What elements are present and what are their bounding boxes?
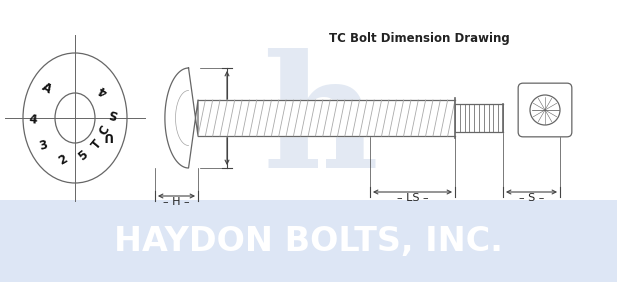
Text: – LS –: – LS –	[397, 193, 428, 203]
Text: 5: 5	[76, 148, 90, 164]
Text: 2: 2	[56, 152, 70, 168]
Text: TC Bolt Dimension Drawing: TC Bolt Dimension Drawing	[329, 32, 510, 45]
Text: h: h	[262, 48, 378, 202]
Text: 4: 4	[96, 82, 110, 98]
Polygon shape	[198, 100, 455, 136]
Text: 3: 3	[38, 139, 49, 153]
Text: – S –: – S –	[519, 193, 544, 203]
Text: HAYDON BOLTS, INC.: HAYDON BOLTS, INC.	[114, 224, 502, 257]
Text: A: A	[40, 80, 54, 96]
Text: 4: 4	[28, 113, 38, 127]
FancyBboxPatch shape	[518, 83, 572, 137]
Ellipse shape	[55, 93, 95, 143]
Ellipse shape	[23, 53, 127, 183]
Text: C: C	[97, 123, 113, 137]
Text: U: U	[102, 129, 112, 142]
Polygon shape	[165, 68, 198, 168]
Text: D: D	[235, 111, 244, 124]
Polygon shape	[455, 104, 503, 132]
Text: S: S	[107, 106, 119, 120]
Text: T: T	[89, 138, 105, 152]
Text: – H –: – H –	[163, 197, 190, 207]
Bar	[0, 200, 617, 282]
